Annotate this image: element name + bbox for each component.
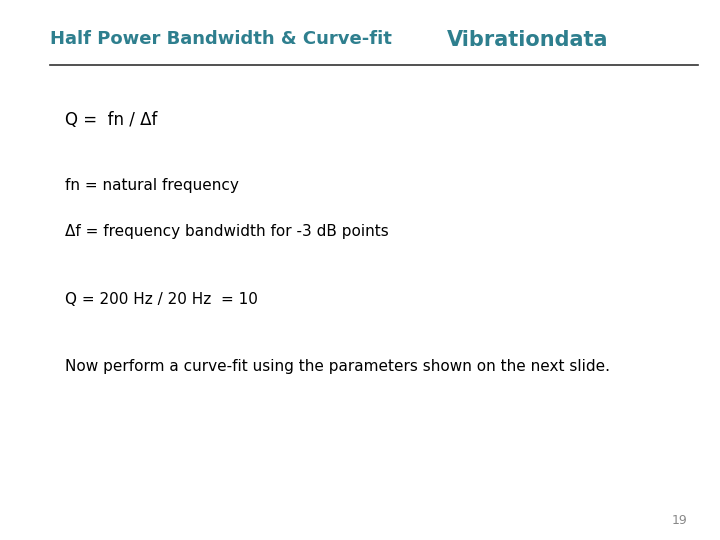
Text: Δf = frequency bandwidth for -3 dB points: Δf = frequency bandwidth for -3 dB point… (65, 224, 389, 239)
Text: 19: 19 (672, 514, 688, 526)
Text: Q =  fn / Δf: Q = fn / Δf (65, 111, 157, 129)
Text: Now perform a curve-fit using the parameters shown on the next slide.: Now perform a curve-fit using the parame… (65, 359, 610, 374)
Text: fn = natural frequency: fn = natural frequency (65, 178, 238, 193)
Text: Q = 200 Hz / 20 Hz  = 10: Q = 200 Hz / 20 Hz = 10 (65, 292, 258, 307)
Text: Vibrationdata: Vibrationdata (446, 30, 608, 50)
Text: Half Power Bandwidth & Curve-fit: Half Power Bandwidth & Curve-fit (50, 30, 392, 48)
